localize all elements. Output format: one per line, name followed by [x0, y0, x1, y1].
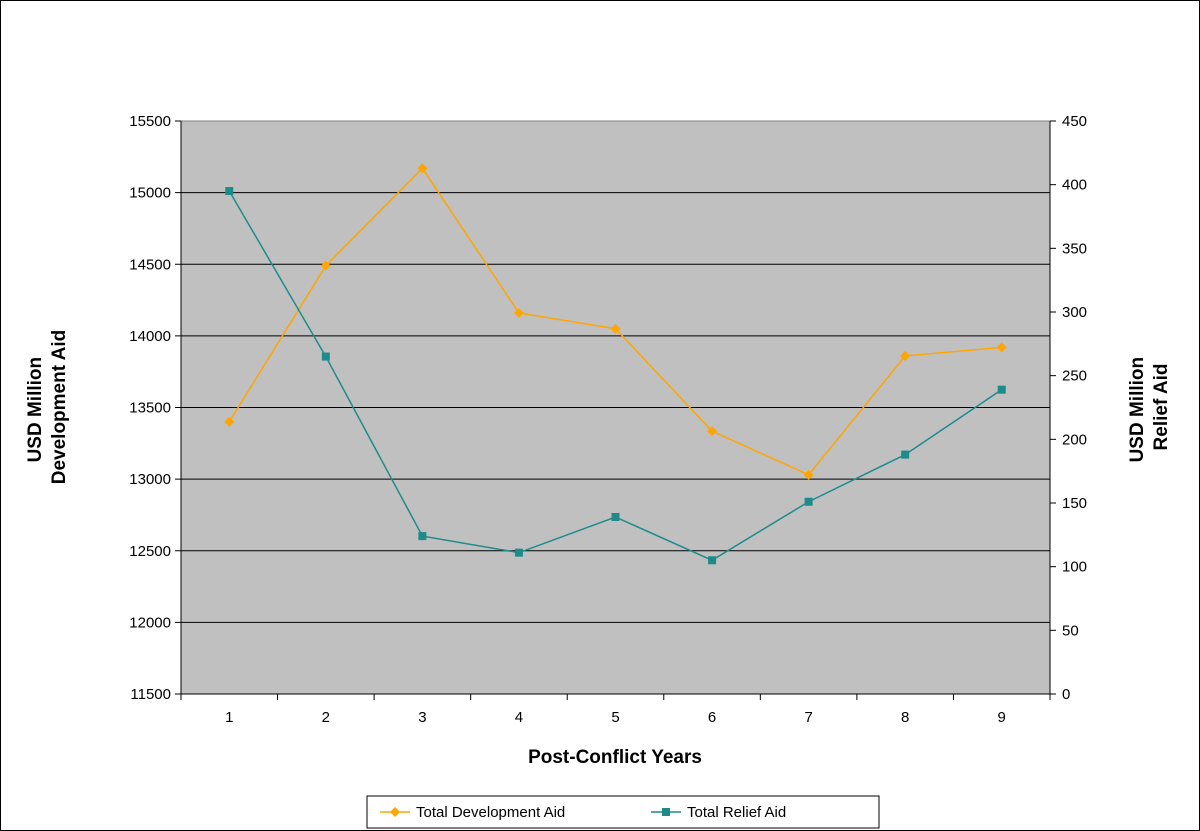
- x-tick-label: 5: [611, 709, 619, 726]
- y-left-tick-label: 13000: [129, 471, 171, 488]
- data-point: [418, 532, 427, 541]
- data-point: [610, 323, 621, 334]
- data-point: [901, 450, 910, 459]
- data-point: [320, 260, 331, 271]
- y-axis-right-title-line-1: USD Million: [1127, 357, 1148, 463]
- y-left-tick-label: 14500: [129, 256, 171, 273]
- y-axis-right-title: USD Million Relief Aid: [1127, 352, 1172, 463]
- y-right-tick-label: 350: [1062, 240, 1087, 257]
- y-axis-left-title-line-1: USD Million: [25, 357, 46, 463]
- x-tick-label: 4: [515, 709, 523, 726]
- series-relief-aid: [225, 187, 1006, 565]
- data-point: [513, 307, 524, 318]
- y-left-tick-label: 15500: [129, 113, 171, 130]
- legend: Total Development Aid Total Relief Aid: [366, 795, 880, 829]
- y-right-tick-label: 50: [1062, 622, 1079, 639]
- x-axis: 1 2 3 4 5 6 7 8 9: [180, 693, 1051, 726]
- y-axis-left-title-line-2: Development Aid: [49, 330, 70, 485]
- y-left-tick-label: 15000: [129, 185, 171, 202]
- x-tick-label: 3: [418, 709, 426, 726]
- x-tick-label: 9: [998, 709, 1006, 726]
- data-point: [707, 426, 718, 437]
- data-point: [514, 548, 523, 557]
- data-point: [417, 163, 428, 174]
- data-point: [321, 352, 330, 361]
- data-point: [611, 513, 620, 522]
- y-axis-right: 0 50 100 150 200 250 300 350 400 450: [1049, 113, 1087, 703]
- y-right-tick-label: 100: [1062, 559, 1087, 576]
- series-development-aid: [224, 163, 1007, 480]
- y-right-tick-label: 0: [1062, 686, 1070, 703]
- data-point: [708, 556, 717, 565]
- y-right-tick-label: 450: [1062, 113, 1087, 130]
- legend-marker: [390, 807, 400, 817]
- y-left-tick-label: 11500: [130, 686, 171, 703]
- x-tick-label: 7: [804, 709, 812, 726]
- x-tick-label: 6: [708, 709, 716, 726]
- legend-label: Total Development Aid: [416, 804, 565, 821]
- data-point: [804, 497, 813, 506]
- y-right-tick-label: 250: [1062, 368, 1087, 385]
- y-axis-left: 11500 12000 12500 13000 13500 14000 14500 15000…: [129, 113, 182, 703]
- data-point: [224, 416, 235, 427]
- legend-marker: [662, 808, 670, 816]
- y-right-tick-label: 300: [1062, 304, 1087, 321]
- data-point: [997, 385, 1006, 394]
- y-right-tick-label: 200: [1062, 431, 1087, 448]
- y-axis-right-title-line-2: Relief Aid: [1151, 364, 1172, 451]
- legend-box: [366, 795, 880, 829]
- y-right-tick-label: 150: [1062, 495, 1087, 512]
- data-point: [996, 342, 1007, 353]
- series-layer: [224, 163, 1007, 565]
- data-point: [803, 469, 814, 480]
- y-left-tick-label: 12000: [129, 614, 171, 631]
- legend-label: Total Relief Aid: [687, 804, 786, 821]
- y-left-tick-label: 12500: [129, 543, 171, 560]
- x-tick-label: 8: [901, 709, 909, 726]
- y-axis-left-title: USD Million Development Aid: [25, 330, 70, 485]
- y-left-tick-label: 14000: [129, 328, 171, 345]
- data-point: [225, 187, 234, 196]
- y-left-tick-label: 13500: [129, 400, 171, 417]
- x-tick-label: 1: [225, 709, 233, 726]
- x-tick-label: 2: [322, 709, 330, 726]
- x-axis-title: Post-Conflict Years: [528, 747, 702, 768]
- y-right-tick-label: 400: [1062, 177, 1087, 194]
- data-point: [900, 350, 911, 361]
